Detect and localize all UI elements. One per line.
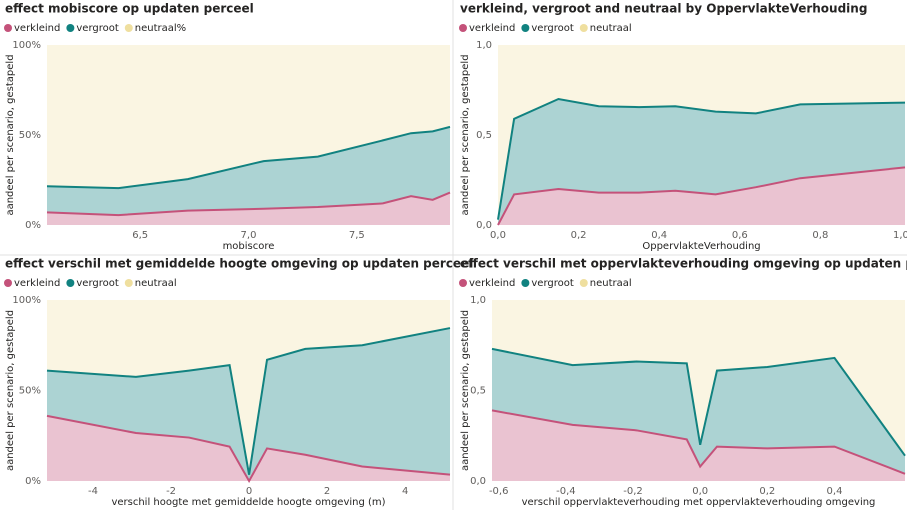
x-tick-label: -0,6 bbox=[489, 486, 509, 497]
legend-marker bbox=[124, 24, 133, 32]
legend-marker bbox=[459, 279, 467, 287]
x-tick-label: 7,0 bbox=[241, 230, 257, 241]
x-tick-label: 0,0 bbox=[692, 486, 708, 497]
y-tick-label: 1,0 bbox=[470, 295, 486, 306]
legend-label: verkleind bbox=[14, 23, 60, 34]
legend-marker bbox=[66, 279, 75, 287]
x-tick-label: 6,5 bbox=[132, 230, 148, 241]
x-tick-label: 0,2 bbox=[571, 230, 587, 241]
x-tick-label: -2 bbox=[166, 486, 176, 497]
legend-marker bbox=[521, 24, 530, 32]
x-tick-label: -0,2 bbox=[623, 486, 643, 497]
legend-label: verkleind bbox=[469, 23, 515, 34]
y-tick-label: 0% bbox=[25, 220, 41, 231]
y-axis-title: aandeel per scenario, gestapeld bbox=[460, 310, 471, 471]
legend-label: vergroot bbox=[76, 278, 118, 289]
legend-marker bbox=[579, 24, 588, 32]
x-tick-label: 4 bbox=[402, 486, 408, 497]
area bbox=[47, 192, 450, 225]
y-tick-label: 0,5 bbox=[470, 386, 486, 397]
y-tick-label: 0,5 bbox=[476, 130, 492, 141]
x-tick-label: 0,4 bbox=[827, 486, 843, 497]
x-tick-label: -0,4 bbox=[556, 486, 576, 497]
x-axis-title: verschil hoogte met gemiddelde hoogte om… bbox=[111, 497, 385, 508]
legend-label: neutraal% bbox=[135, 23, 186, 34]
line bbox=[491, 409, 906, 475]
legend-label: vergroot bbox=[531, 23, 573, 34]
area bbox=[47, 328, 450, 481]
x-tick-label: 0,8 bbox=[812, 230, 828, 241]
x-tick-label: 1,0 bbox=[893, 230, 907, 241]
y-tick-label: 0,0 bbox=[476, 220, 492, 231]
x-tick-label: 0,6 bbox=[732, 230, 748, 241]
x-tick-label: 0,4 bbox=[651, 230, 667, 241]
x-tick-label: 0,0 bbox=[490, 230, 506, 241]
y-tick-label: 0,0 bbox=[470, 476, 486, 487]
area bbox=[47, 300, 450, 475]
line bbox=[491, 347, 906, 457]
y-axis-title: aandeel per scenario, gestapeld bbox=[460, 54, 471, 215]
legend-label: verkleind bbox=[14, 278, 60, 289]
area bbox=[492, 410, 905, 481]
legend-marker bbox=[521, 279, 530, 287]
chart-title: effect verschil met gemiddelde hoogte om… bbox=[5, 257, 473, 271]
legend-marker bbox=[4, 279, 12, 287]
area bbox=[498, 99, 905, 225]
y-tick-label: 100% bbox=[12, 40, 41, 51]
area bbox=[492, 300, 905, 456]
area bbox=[498, 167, 905, 225]
x-tick-label: -4 bbox=[88, 486, 98, 497]
legend-label: neutraal bbox=[590, 23, 632, 34]
line bbox=[46, 327, 451, 475]
area bbox=[492, 348, 905, 474]
legend-label: vergroot bbox=[76, 23, 118, 34]
line bbox=[46, 414, 451, 484]
x-axis-title: mobiscore bbox=[223, 241, 275, 252]
line bbox=[497, 166, 906, 226]
legend-marker bbox=[459, 24, 467, 32]
x-axis-title: OppervlakteVerhouding bbox=[642, 241, 760, 252]
legend-label: neutraal bbox=[590, 278, 632, 289]
line bbox=[46, 191, 451, 217]
y-tick-label: 50% bbox=[19, 386, 41, 397]
y-tick-label: 1,0 bbox=[476, 40, 492, 51]
legend-marker bbox=[579, 279, 588, 287]
y-tick-label: 100% bbox=[12, 295, 41, 306]
area bbox=[47, 45, 450, 189]
line bbox=[497, 97, 906, 220]
x-tick-label: 2 bbox=[324, 486, 330, 497]
line bbox=[46, 125, 451, 190]
chart-title: effect mobiscore op updaten perceel bbox=[5, 2, 254, 16]
legend-marker bbox=[66, 24, 75, 32]
legend-label: vergroot bbox=[531, 278, 573, 289]
y-tick-label: 0% bbox=[25, 476, 41, 487]
y-tick-label: 50% bbox=[19, 130, 41, 141]
x-tick-label: 7,5 bbox=[349, 230, 365, 241]
y-axis-title: aandeel per scenario, gestapeld bbox=[5, 54, 16, 215]
x-tick-label: 0,2 bbox=[759, 486, 775, 497]
x-tick-label: 0 bbox=[246, 486, 252, 497]
legend-marker bbox=[4, 24, 12, 32]
y-axis-title: aandeel per scenario, gestapeld bbox=[5, 310, 16, 471]
legend-label: verkleind bbox=[469, 278, 515, 289]
chart-title: verkleind, vergroot and neutraal by Oppe… bbox=[460, 2, 867, 16]
legend-label: neutraal bbox=[135, 278, 177, 289]
legend-marker bbox=[124, 279, 133, 287]
x-axis-title: verschil oppervlakteverhouding met opper… bbox=[522, 497, 876, 508]
chart-title: effect verschil met oppervlakteverhoudin… bbox=[460, 257, 907, 271]
area bbox=[498, 45, 905, 220]
